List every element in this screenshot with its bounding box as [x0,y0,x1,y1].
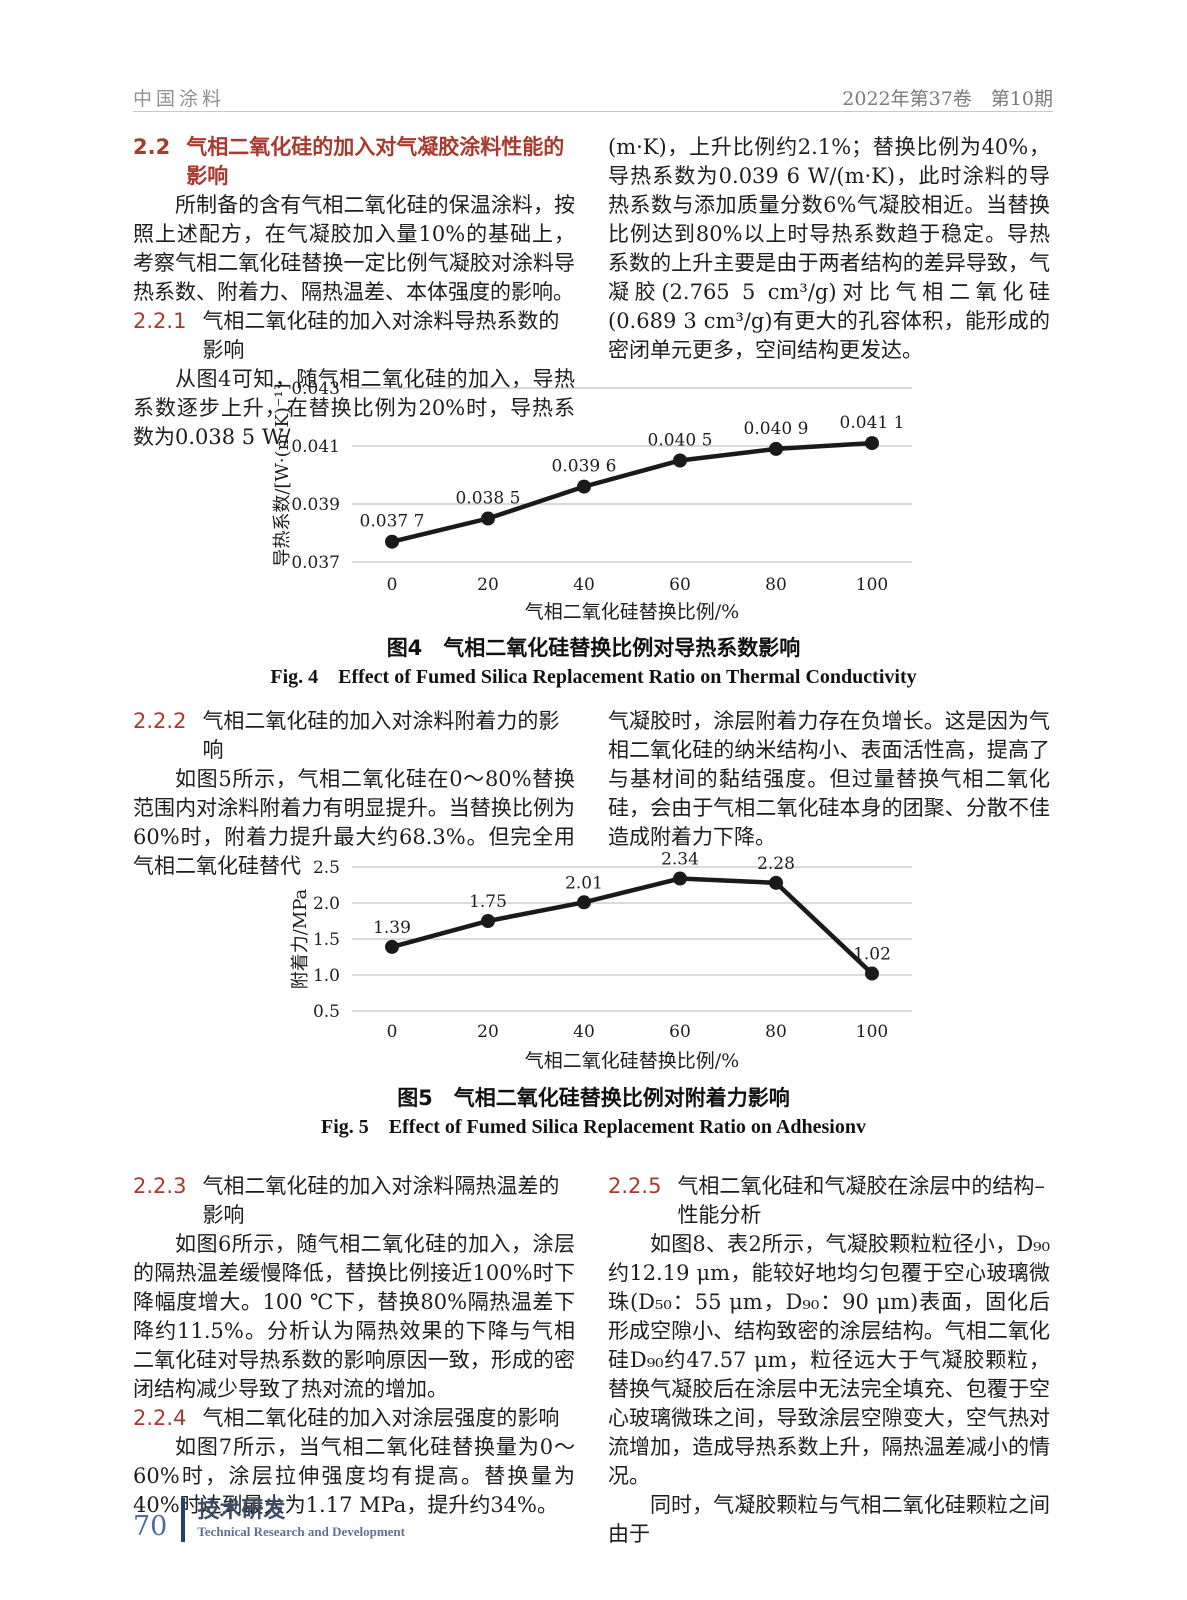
svg-text:1.02: 1.02 [853,945,891,965]
svg-text:2.01: 2.01 [565,873,603,893]
journal-title: 中国涂料 [133,88,226,110]
column-right-band3: 2.2.5 气相二氧化硅和气凝胶在涂层中的结构–性能分析 如图8、表2所示，气凝… [608,1172,1050,1549]
paragraph-2-2-1-left: 从图4可知，随气相二氧化硅的加入，导热系数逐步上升，在替换比例为20%时，导热系… [133,367,575,449]
section-number: 2.2.2 [133,709,187,733]
section-title: 气相二氧化硅的加入对涂层强度的影响 [202,1406,560,1430]
figure-4-caption-en: Fig. 4 Effect of Fumed Silica Replacemen… [270,666,917,688]
paragraph-2-2-intro: 所制备的含有气相二氧化硅的保温涂料，按照上述配方，在气凝胶加入量10%的基础上，… [133,193,575,304]
svg-text:0.037: 0.037 [291,553,340,573]
svg-text:0.038 5: 0.038 5 [456,489,521,509]
svg-text:0.041: 0.041 [291,437,340,457]
section-heading-2-2-2: 2.2.2 气相二氧化硅的加入对涂料附着力的影响 [133,707,575,765]
paragraph-2-2-2-right: 气凝胶时，涂层附着力存在负增长。这是因为气相二氧化硅的纳米结构小、表面活性高，提… [608,709,1050,849]
svg-text:40: 40 [573,575,595,595]
svg-text:80: 80 [765,575,787,595]
column-left-band3: 2.2.3 气相二氧化硅的加入对涂料隔热温差的影响 如图6所示，随气相二氧化硅的… [133,1172,575,1520]
svg-text:气相二氧化硅替换比例/%: 气相二氧化硅替换比例/% [525,601,739,623]
svg-text:60: 60 [669,1022,691,1042]
svg-text:0: 0 [387,1022,398,1042]
svg-text:附着力/MPa: 附着力/MPa [290,888,311,989]
section-title: 气相二氧化硅的加入对涂料隔热温差的影响 [202,1174,560,1227]
section-number: 2.2 [133,135,171,159]
section-number: 2.2.4 [133,1406,187,1430]
section-heading-2-2-3: 2.2.3 气相二氧化硅的加入对涂料隔热温差的影响 [133,1172,575,1230]
svg-text:1.75: 1.75 [469,892,507,912]
svg-text:0.039: 0.039 [291,495,340,515]
figure-5-caption-zh: 图5 气相二氧化硅替换比例对附着力影响 [397,1086,790,1110]
paragraph-2-2-5-b: 同时，气凝胶颗粒与气相二氧化硅颗粒之间由于 [608,1493,1050,1546]
paragraph-2-2-3: 如图6所示，随气相二氧化硅的加入，涂层的隔热温差缓慢降低，替换比例接近100%时… [133,1232,575,1401]
svg-text:40: 40 [573,1022,595,1042]
svg-text:100: 100 [856,575,888,595]
svg-text:2.5: 2.5 [313,858,340,878]
svg-text:2.34: 2.34 [661,850,699,870]
svg-text:20: 20 [477,575,499,595]
paragraph-2-2-5-a: 如图8、表2所示，气凝胶颗粒粒径小，D₉₀约12.19 μm，能较好地均匀包覆于… [608,1232,1050,1488]
svg-text:0.040 5: 0.040 5 [648,431,713,451]
section-heading-2-2-5: 2.2.5 气相二氧化硅和气凝胶在涂层中的结构–性能分析 [608,1172,1050,1230]
svg-text:0.5: 0.5 [313,1002,340,1022]
paragraph-2-2-2-left: 如图5所示，气相二氧化硅在0～80%替换范围内对涂料附着力有明显提升。当替换比例… [133,767,575,878]
svg-text:1.0: 1.0 [313,966,340,986]
column-right-band2: 气凝胶时，涂层附着力存在负增长。这是因为气相二氧化硅的纳米结构小、表面活性高，提… [608,707,1050,852]
svg-text:20: 20 [477,1022,499,1042]
footer-divider-bar [181,1498,186,1542]
section-number: 2.2.1 [133,309,187,333]
svg-text:导热系数/[W·(m·K)⁻¹]: 导热系数/[W·(m·K)⁻¹] [272,383,293,566]
section-title: 气相二氧化硅的加入对涂料附着力的影响 [202,709,560,762]
svg-text:0.040 9: 0.040 9 [744,419,809,439]
footer-section-en: Technical Research and Development [197,1524,405,1539]
svg-text:1.5: 1.5 [313,930,340,950]
column-left-band2: 2.2.2 气相二氧化硅的加入对涂料附着力的影响 如图5所示，气相二氧化硅在0～… [133,707,575,881]
column-right-band1: (m·K)，上升比例约2.1%；替换比例为40%，导热系数为0.039 6 W/… [608,133,1050,365]
section-heading-2-2-1: 2.2.1 气相二氧化硅的加入对涂料导热系数的影响 [133,307,575,365]
figure-4-caption-zh: 图4 气相二氧化硅替换比例对导热系数影响 [386,636,801,660]
svg-text:1.39: 1.39 [373,918,411,938]
page-number: 70 [133,1511,168,1542]
issue-info: 2022年第37卷 第10期 [842,88,1053,110]
section-heading-2-2-4: 2.2.4 气相二氧化硅的加入对涂层强度的影响 [133,1404,575,1433]
column-left-band1: 2.2 气相二氧化硅的加入对气凝胶涂料性能的影响 所制备的含有气相二氧化硅的保温… [133,133,575,452]
svg-text:2.28: 2.28 [757,854,795,874]
svg-text:0.037 7: 0.037 7 [360,512,425,532]
paragraph-2-2-1-right: (m·K)，上升比例约2.1%；替换比例为40%，导热系数为0.039 6 W/… [608,135,1050,362]
section-number: 2.2.5 [608,1174,662,1198]
footer-section: 技术研发 Technical Research and Development [197,1499,405,1541]
header-rule [133,111,1053,112]
svg-text:0.039 6: 0.039 6 [552,457,617,477]
section-title: 气相二氧化硅的加入对气凝胶涂料性能的影响 [186,135,565,188]
svg-text:0.043: 0.043 [291,379,340,399]
svg-text:2.0: 2.0 [313,894,340,914]
section-title: 气相二氧化硅和气凝胶在涂层中的结构–性能分析 [677,1174,1045,1227]
footer-section-zh: 技术研发 [197,1498,286,1523]
section-heading-2-2: 2.2 气相二氧化硅的加入对气凝胶涂料性能的影响 [133,133,575,191]
svg-text:0: 0 [387,575,398,595]
paragraph-2-2-4: 如图7所示，当气相二氧化硅替换量为0～60%时，涂层拉伸强度均有提高。替换量为4… [133,1435,575,1517]
section-number: 2.2.3 [133,1174,187,1198]
figure-4-chart: 0.037 0.039 0.041 0.043 0 20 40 60 80 100 0.037 7 0… [262,368,922,630]
figure-5-chart: 0.5 1.0 1.5 2.0 2.5 0 20 40 60 80 100 1.39 1.75 2.01 2… [262,843,922,1079]
section-title: 气相二氧化硅的加入对涂料导热系数的影响 [202,309,560,362]
svg-text:60: 60 [669,575,691,595]
svg-text:气相二氧化硅替换比例/%: 气相二氧化硅替换比例/% [525,1050,739,1072]
footer: 70 技术研发 Technical Research and Developme… [133,1498,405,1542]
svg-text:80: 80 [765,1022,787,1042]
svg-text:0.041 1: 0.041 1 [840,413,905,433]
figure-5-caption-en: Fig. 5 Effect of Fumed Silica Replacemen… [321,1116,866,1138]
svg-text:100: 100 [856,1022,888,1042]
